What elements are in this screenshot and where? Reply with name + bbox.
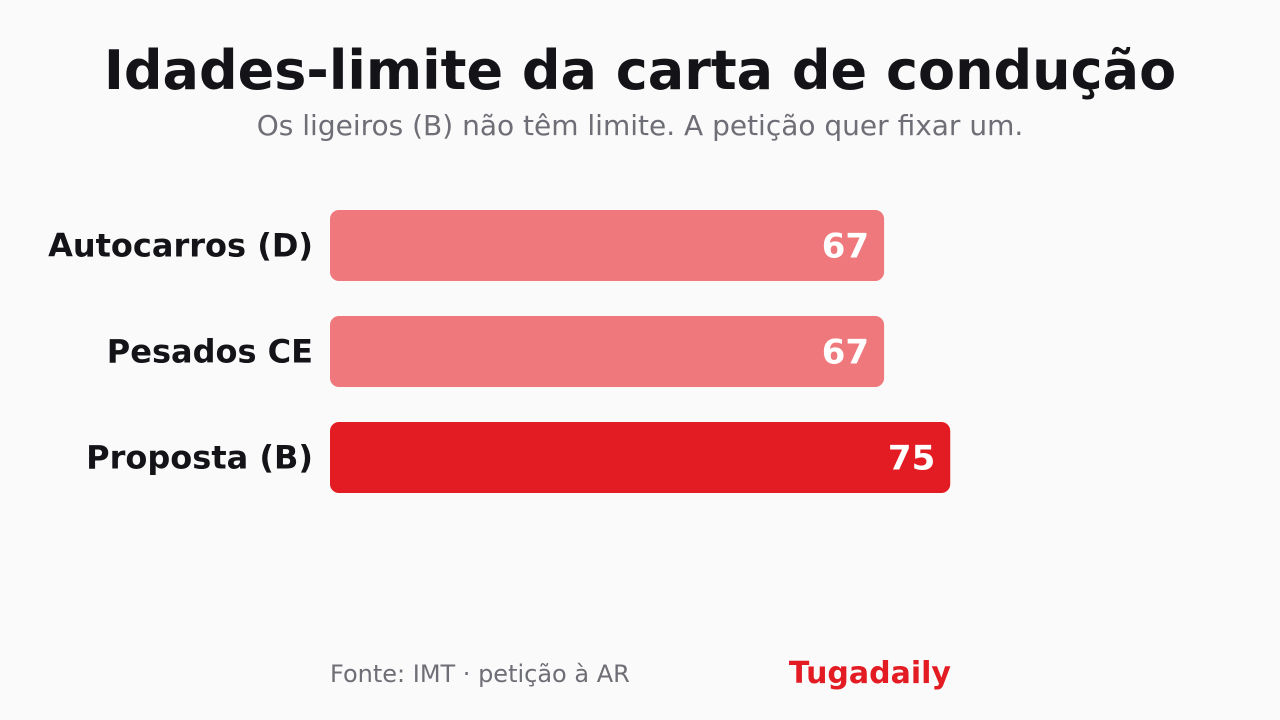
value-label-autocarros-d: 67 (822, 227, 869, 267)
chart-title: Idades-limite da carta de condução (103, 39, 1177, 102)
value-label-pesados-ce: 67 (822, 333, 869, 373)
value-label-proposta-b: 75 (888, 439, 935, 479)
bar-autocarros-d (330, 210, 885, 281)
bar-pesados-ce (330, 316, 885, 387)
bar-group-proposta-b: Proposta (B) 75 (86, 422, 951, 493)
category-label-proposta-b: Proposta (B) (86, 439, 313, 477)
source-note: Fonte: IMT · petição à AR (330, 660, 630, 688)
brand-logo-text: Tugadaily (788, 656, 951, 691)
bar-proposta-b (330, 422, 951, 493)
bar-group-pesados-ce: Pesados CE 67 (107, 316, 885, 387)
bar-group-autocarros-d: Autocarros (D) 67 (48, 210, 885, 281)
category-label-autocarros-d: Autocarros (D) (48, 227, 313, 265)
chart-subtitle: Os ligeiros (B) não têm limite. A petiçã… (256, 109, 1024, 142)
category-label-pesados-ce: Pesados CE (107, 333, 313, 371)
